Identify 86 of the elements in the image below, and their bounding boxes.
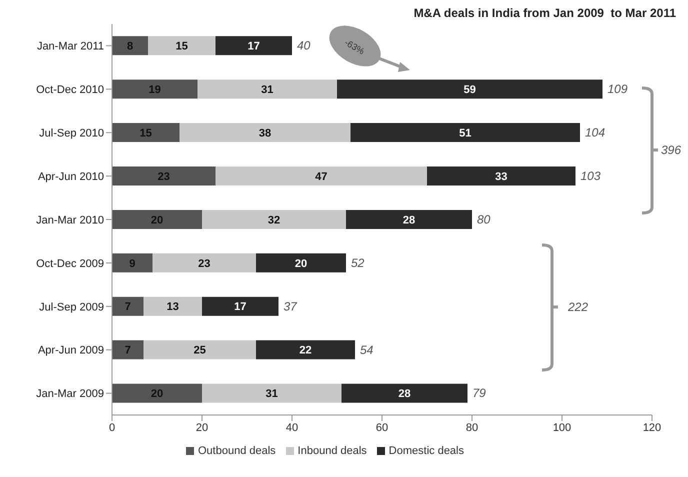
bar <box>112 80 198 99</box>
bar <box>112 123 180 142</box>
data-label: 59 <box>464 84 476 96</box>
x-tick-label: 80 <box>466 422 478 434</box>
bar <box>256 340 355 360</box>
bar <box>346 210 472 229</box>
data-label: 9 <box>129 258 136 270</box>
bar <box>148 36 216 56</box>
total-label: 103 <box>580 169 601 183</box>
data-label: 20 <box>294 258 308 270</box>
x-tick-label: 40 <box>286 422 298 434</box>
data-label: 15 <box>176 40 188 53</box>
bar <box>337 80 602 99</box>
y-tick-label: Apr-Jun 2010 <box>38 170 104 183</box>
annotation: -63% <box>342 37 366 56</box>
y-tick-label: Jul-Sep 2010 <box>39 128 104 140</box>
bar <box>144 296 202 316</box>
total-label: 79 <box>472 386 486 400</box>
data-label: 51 <box>459 127 472 140</box>
data-label: 38 <box>258 127 272 140</box>
x-tick-label: 20 <box>196 422 208 434</box>
bar <box>202 210 346 229</box>
y-tick-label: Jan-Mar 2009 <box>36 388 104 400</box>
bar <box>112 296 144 316</box>
bar <box>216 36 292 56</box>
data-label: 7 <box>124 301 131 314</box>
data-label: 15 <box>140 127 152 140</box>
data-label: 32 <box>268 214 280 226</box>
data-label: 25 <box>194 344 206 357</box>
data-label: 22 <box>299 344 312 357</box>
bar <box>112 340 144 360</box>
data-label: 20 <box>150 388 164 400</box>
data-label: 28 <box>402 214 416 226</box>
text: 396 <box>661 143 682 157</box>
bar <box>256 253 346 272</box>
bar <box>427 166 576 186</box>
x-tick-label: 100 <box>552 422 572 434</box>
data-label: 31 <box>261 84 274 96</box>
data-label: 19 <box>148 84 161 96</box>
data-label: 28 <box>398 388 411 400</box>
bar <box>152 253 256 272</box>
y-tick-label: Oct-Dec 2009 <box>36 258 104 270</box>
bar <box>112 36 148 56</box>
bar <box>112 166 216 186</box>
data-label: 8 <box>126 40 134 53</box>
bar <box>350 123 580 142</box>
chart-title: M&A deals in India from Jan 2009 to Mar 2011 <box>414 6 676 20</box>
data-label: 23 <box>198 258 210 270</box>
bar <box>112 210 202 229</box>
total-label: 37 <box>284 299 298 314</box>
bar <box>216 166 427 186</box>
total-label: 80 <box>477 212 491 226</box>
total-label: 52 <box>351 256 365 270</box>
legend-label: Inbound deals <box>298 445 367 457</box>
x-tick-label: 0 <box>108 422 116 434</box>
total-label: 54 <box>360 342 374 357</box>
data-label: 7 <box>124 344 131 357</box>
data-label: 31 <box>266 388 278 400</box>
data-label: 20 <box>150 214 164 226</box>
data-label: 47 <box>315 170 328 183</box>
bar <box>198 80 337 99</box>
bar <box>202 296 278 316</box>
total-label: 40 <box>297 38 311 53</box>
data-label: 23 <box>158 170 170 183</box>
total-label: 104 <box>585 126 606 140</box>
legend-label: Outbound deals <box>198 445 276 457</box>
y-tick-label: Oct-Dec 2010 <box>36 84 104 96</box>
bar <box>342 384 468 403</box>
legend-label: Domestic deals <box>388 445 464 457</box>
bar <box>202 384 342 403</box>
bar <box>112 384 202 403</box>
bar <box>180 123 350 142</box>
data-label: 33 <box>495 170 508 183</box>
bar <box>112 253 152 272</box>
total-label: 109 <box>608 82 628 96</box>
bar <box>144 340 256 360</box>
y-tick-label: Jul-Sep 2009 <box>39 301 104 314</box>
data-label: 17 <box>248 40 260 53</box>
y-tick-label: Jan-Mar 2010 <box>36 214 104 226</box>
x-tick-label: 120 <box>642 422 662 434</box>
data-label: 13 <box>166 301 179 314</box>
data-label: 17 <box>234 301 246 314</box>
y-tick-label: Jan-Mar 2011 <box>36 40 104 53</box>
y-tick-label: Apr-Jun 2009 <box>38 344 104 357</box>
annotation: 222 <box>567 300 588 314</box>
x-tick-label: 60 <box>376 422 388 434</box>
